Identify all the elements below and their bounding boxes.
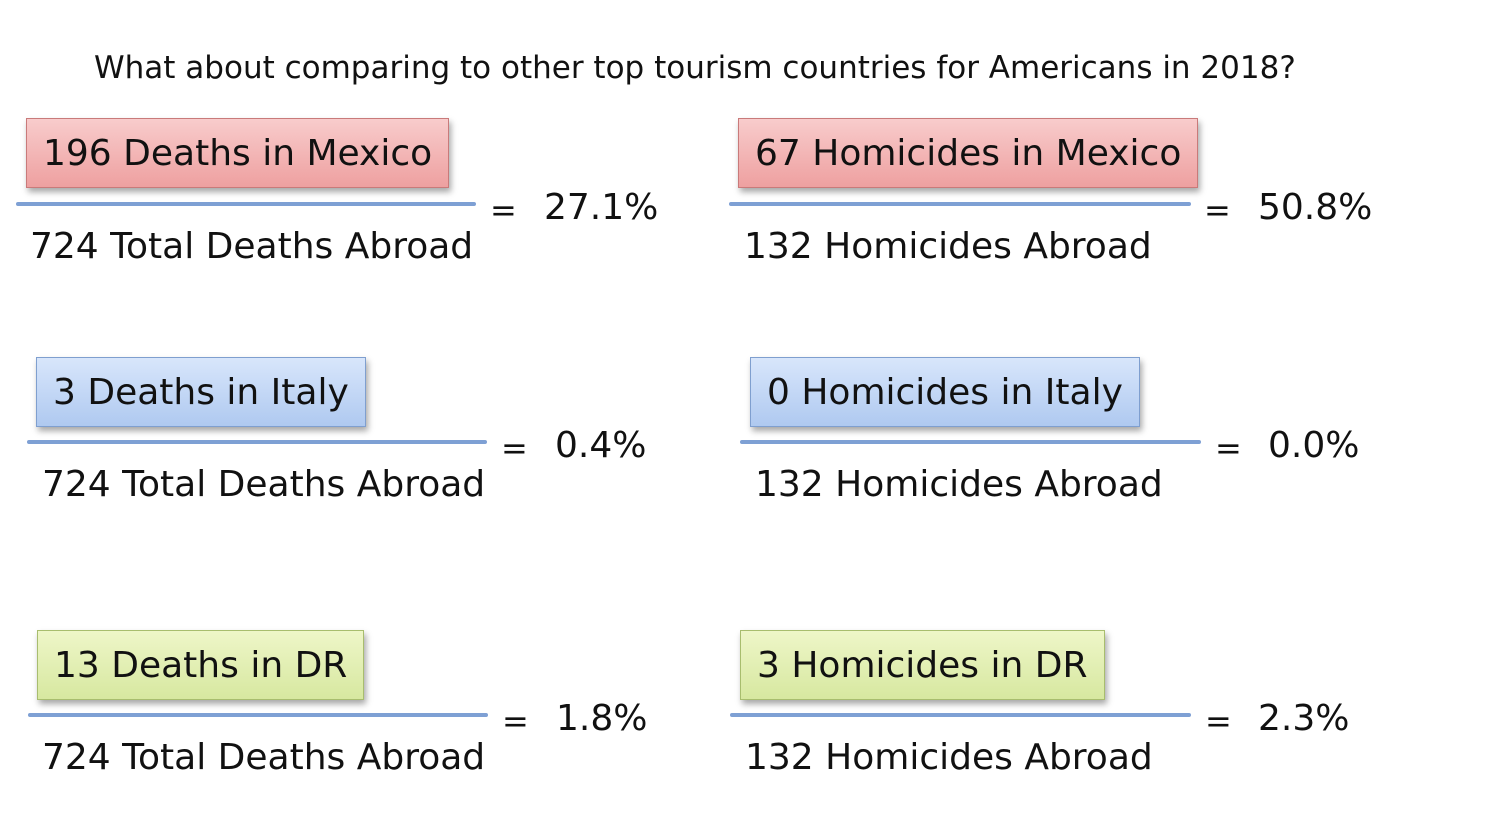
fraction-line-italy-homicides	[740, 440, 1201, 444]
denominator-dr-deaths: 724 Total Deaths Abroad	[42, 737, 486, 778]
result-dr-homicides: 2.3%	[1258, 698, 1350, 739]
fraction-line-italy-deaths	[27, 440, 487, 444]
equals-sign: =	[1204, 191, 1231, 229]
page-title: What about comparing to other top touris…	[94, 50, 1296, 86]
denominator-italy-homicides: 132 Homicides Abroad	[755, 464, 1163, 505]
fraction-line-dr-deaths	[28, 713, 488, 717]
fraction-line-mexico-homicides	[729, 202, 1191, 206]
denominator-italy-deaths: 724 Total Deaths Abroad	[42, 464, 486, 505]
equals-sign: =	[1205, 702, 1232, 740]
result-dr-deaths: 1.8%	[556, 698, 648, 739]
fraction-line-mexico-deaths	[16, 202, 476, 206]
result-italy-homicides: 0.0%	[1268, 425, 1360, 466]
result-italy-deaths: 0.4%	[555, 425, 647, 466]
result-mexico-deaths: 27.1%	[544, 187, 659, 228]
equals-sign: =	[501, 429, 528, 467]
numerator-box-mexico-homicides: 67 Homicides in Mexico	[738, 118, 1199, 188]
fraction-line-dr-homicides	[730, 713, 1191, 717]
denominator-mexico-homicides: 132 Homicides Abroad	[744, 226, 1152, 267]
numerator-box-mexico-deaths: 196 Deaths in Mexico	[26, 118, 450, 188]
denominator-dr-homicides: 132 Homicides Abroad	[745, 737, 1153, 778]
denominator-mexico-deaths: 724 Total Deaths Abroad	[30, 226, 474, 267]
equals-sign: =	[502, 702, 529, 740]
numerator-box-italy-homicides: 0 Homicides in Italy	[750, 357, 1140, 427]
numerator-box-dr-deaths: 13 Deaths in DR	[37, 630, 365, 700]
equals-sign: =	[1215, 429, 1242, 467]
numerator-box-italy-deaths: 3 Deaths in Italy	[36, 357, 366, 427]
result-mexico-homicides: 50.8%	[1258, 187, 1373, 228]
numerator-box-dr-homicides: 3 Homicides in DR	[740, 630, 1105, 700]
equals-sign: =	[490, 191, 517, 229]
